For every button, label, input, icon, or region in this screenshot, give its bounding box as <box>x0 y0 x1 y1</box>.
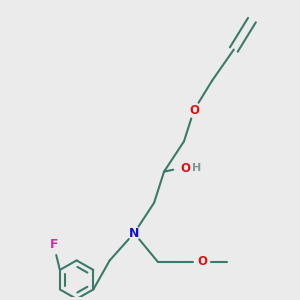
Text: O: O <box>197 255 207 268</box>
Text: H: H <box>192 163 201 173</box>
Text: N: N <box>129 226 139 240</box>
Text: F: F <box>50 238 59 251</box>
Text: O: O <box>181 162 191 175</box>
Text: O: O <box>189 104 199 117</box>
